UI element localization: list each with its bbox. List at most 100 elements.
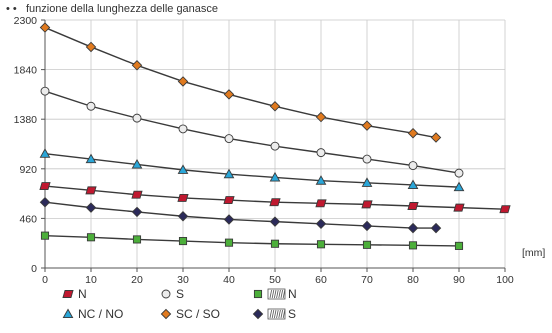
data-point-marker <box>454 241 464 250</box>
x-tick-labels: 0 10 20 30 40 50 60 70 80 90 100 <box>42 274 514 286</box>
data-point-marker <box>39 22 51 33</box>
spring-icon <box>267 288 286 300</box>
subtitle-bullets: • • <box>6 3 17 15</box>
legend-label: SC / SO <box>176 307 220 321</box>
legend-label: S <box>176 287 184 301</box>
x-tick-label: 80 <box>407 274 419 286</box>
data-point-marker <box>269 101 281 112</box>
diamond-marker-icon <box>160 308 172 320</box>
axes <box>41 19 506 272</box>
data-point-marker <box>316 240 326 249</box>
x-tick-label: 100 <box>496 274 514 286</box>
y-tick-label: 1840 <box>14 65 38 77</box>
y-tick-label: 460 <box>19 213 37 225</box>
y-tick-labels: 0 460 920 1380 1840 2300 <box>14 15 38 275</box>
legend-item: SC / SO <box>160 307 220 321</box>
data-point-marker <box>224 238 234 247</box>
data-point-marker <box>177 211 189 222</box>
data-point-marker <box>86 233 96 242</box>
data-point-marker <box>86 101 96 111</box>
series-line <box>44 201 436 229</box>
data-point-marker <box>131 206 143 218</box>
data-point-marker <box>361 220 373 232</box>
x-tick-label: 30 <box>177 274 189 286</box>
triangle-marker-icon <box>62 308 74 319</box>
data-point-marker <box>269 198 281 207</box>
x-tick-label: 70 <box>361 274 373 286</box>
series-1 <box>40 86 464 178</box>
data-point-marker <box>39 148 51 158</box>
data-point-marker <box>361 200 373 209</box>
data-point-marker <box>132 235 142 244</box>
data-point-marker <box>408 161 418 171</box>
data-point-marker <box>269 171 281 182</box>
x-tick-label: 40 <box>223 274 235 286</box>
data-point-marker <box>223 196 235 205</box>
circle-marker-icon <box>161 289 171 299</box>
data-point-marker <box>453 181 465 192</box>
data-point-marker <box>361 120 373 131</box>
data-point-marker <box>40 231 50 240</box>
series-line <box>44 153 460 188</box>
data-point-marker <box>223 89 235 100</box>
data-point-marker <box>39 182 51 191</box>
series-4 <box>39 196 442 234</box>
square-marker-icon <box>253 289 263 299</box>
data-point-marker <box>223 214 235 225</box>
data-point-marker <box>269 216 281 227</box>
data-point-marker <box>362 240 372 249</box>
series-line <box>44 90 460 174</box>
x-tick-label: 90 <box>453 274 465 286</box>
series-layer <box>39 22 511 250</box>
y-tick-label: 2300 <box>14 15 38 27</box>
data-point-marker <box>361 177 373 187</box>
data-point-marker <box>315 199 327 208</box>
spring-icon <box>267 308 286 320</box>
y-tick-label: 1380 <box>14 114 38 126</box>
series-line <box>44 26 437 139</box>
data-point-marker <box>178 236 188 246</box>
data-point-marker <box>131 158 143 169</box>
data-point-marker <box>177 164 189 174</box>
data-point-marker <box>270 239 280 248</box>
data-point-marker <box>362 154 372 164</box>
legend-item: S <box>252 307 296 321</box>
legend-item: N <box>253 287 297 301</box>
data-point-marker <box>315 111 327 123</box>
data-point-marker <box>407 127 419 139</box>
legend-label: NC / NO <box>78 307 123 321</box>
x-tick-label: 10 <box>85 274 97 286</box>
x-tick-label: 20 <box>131 274 143 286</box>
legend-label: N <box>288 287 297 301</box>
data-point-marker <box>407 222 419 234</box>
series-5 <box>40 231 464 250</box>
data-point-marker <box>407 202 419 210</box>
data-point-marker <box>132 113 142 123</box>
data-point-marker <box>430 132 442 143</box>
x-tick-label: 50 <box>269 274 281 286</box>
legend-label: N <box>78 287 87 301</box>
data-point-marker <box>315 175 327 185</box>
data-point-marker <box>223 168 235 179</box>
data-point-marker <box>316 148 326 158</box>
legend-item: N <box>62 287 87 301</box>
data-point-marker <box>499 205 511 214</box>
legend-label: S <box>288 307 296 321</box>
legend-item: NC / NO <box>62 307 123 321</box>
y-tick-label: 0 <box>31 263 37 275</box>
data-point-marker <box>85 202 97 213</box>
diamond-marker-icon <box>252 308 264 320</box>
data-point-marker <box>408 241 418 250</box>
legend: N S NNC / NO SC / SO S <box>62 287 297 321</box>
data-point-marker <box>177 76 189 87</box>
data-point-marker <box>85 153 97 164</box>
x-tick-label: 60 <box>315 274 327 286</box>
data-point-marker <box>85 41 97 53</box>
data-point-marker <box>407 179 419 190</box>
data-point-marker <box>270 141 280 151</box>
data-point-marker <box>454 168 464 178</box>
data-point-marker <box>453 203 465 212</box>
chart-header: • • funzione della lunghezza delle ganas… <box>6 3 218 15</box>
data-point-marker <box>39 196 51 208</box>
